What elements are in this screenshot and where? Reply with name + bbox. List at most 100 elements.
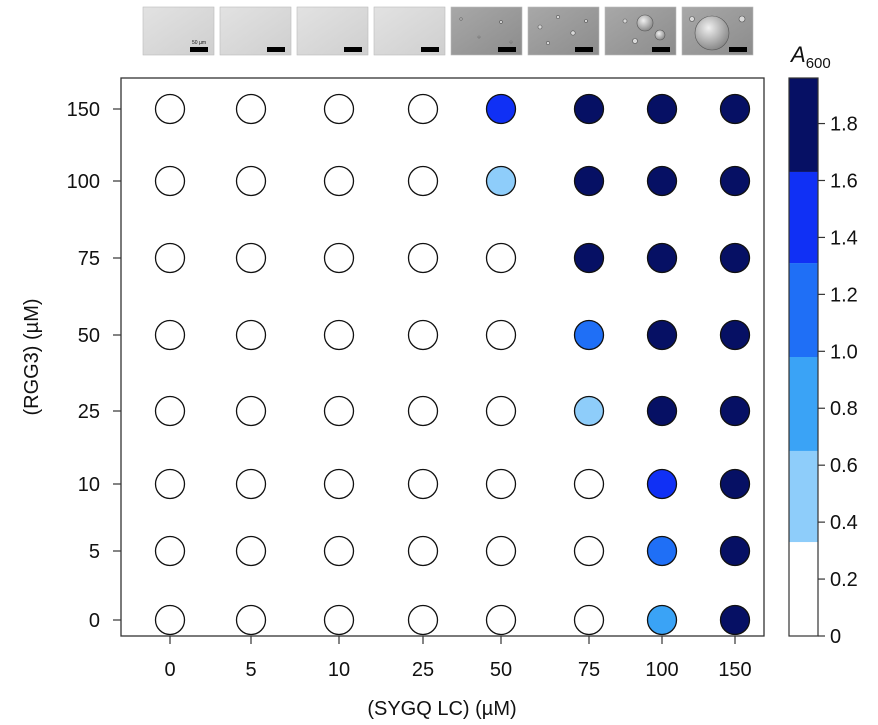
data-point [407,395,439,427]
data-point [719,93,751,125]
colorbar-band [789,78,818,172]
y-tick-label: 150 [67,99,100,121]
data-point [235,242,267,274]
x-tick-label: 0 [164,659,175,681]
x-tick-label: 100 [645,659,678,681]
data-point [407,468,439,500]
data-point [407,242,439,274]
data-point [573,242,605,274]
data-point [407,93,439,125]
colorbar-band [789,450,818,543]
scale-bar [575,47,593,52]
droplet [622,18,628,24]
data-point [407,165,439,197]
droplet [570,30,576,36]
data-point [323,468,355,500]
y-axis-label: (RGG3) (µM) [21,298,43,415]
data-point [323,604,355,636]
scale-bar [498,47,516,52]
data-point [719,242,751,274]
droplet [556,15,560,19]
micrograph-thumbnail: 50 µm [142,6,215,56]
data-point [485,468,517,500]
data-point [719,468,751,500]
data-point [485,395,517,427]
data-point [485,165,517,197]
x-axis: 0 5 10 25 50 75 100 150 [164,636,752,681]
data-point [646,165,678,197]
droplet [499,20,503,24]
colorbar-tick-label: 1.6 [830,170,858,192]
data-point [407,535,439,567]
colorbar-frame [788,77,819,637]
data-point [235,604,267,636]
data-point [646,535,678,567]
y-tick-label: 100 [67,171,100,193]
droplet [546,41,550,45]
colorbar-tick-label: 1.0 [830,341,858,363]
y-tick-label: 0 [89,610,100,632]
data-point [154,535,186,567]
droplet [632,38,638,44]
data-point [235,319,267,351]
data-point [407,319,439,351]
data-point [323,242,355,274]
y-tick-label: 5 [89,541,100,563]
y-tick-label: 50 [78,325,100,347]
colorbar-tick-label: 1.8 [830,114,858,136]
data-point [154,468,186,500]
data-point [235,395,267,427]
colorbar-tick-label: 1.2 [830,284,858,306]
x-tick-label: 10 [328,659,350,681]
micrograph-thumbnail [450,6,523,56]
data-point [485,604,517,636]
colorbar: 0 0.2 0.4 0.6 0.8 1.0 1.2 1.4 1.6 1.8 [788,77,858,648]
data-point [646,242,678,274]
data-point [154,165,186,197]
colorbar-title: A600 [789,42,831,72]
colorbar-tick-label: 0 [830,626,841,648]
data-point [154,319,186,351]
y-tick-label: 10 [78,474,100,496]
x-tick-label: 150 [718,659,751,681]
scale-bar [267,47,285,52]
data-point [154,93,186,125]
colorbar-title-main: A [789,42,806,67]
colorbar-band [789,171,818,264]
droplet [477,35,481,39]
scale-bar [652,47,670,52]
data-point [573,319,605,351]
scale-bar [190,47,208,52]
x-tick-label: 50 [490,659,512,681]
data-point [719,165,751,197]
data-point [154,242,186,274]
colorbar-tick-label: 0.4 [830,512,858,534]
micrograph-thumbnail [296,6,369,56]
data-point [646,319,678,351]
droplet [689,16,695,22]
scale-bar [421,47,439,52]
colorbar-band [789,263,818,357]
plot-frame [120,77,765,637]
data-point [323,165,355,197]
data-point [323,319,355,351]
data-point [323,535,355,567]
data-point [235,93,267,125]
micrograph-thumbnail [681,6,754,56]
droplet [584,19,588,23]
colorbar-band [789,542,818,636]
data-point [573,535,605,567]
colorbar-tick-label: 0.2 [830,569,858,591]
droplet [509,40,513,44]
data-point [573,395,605,427]
micrograph-strip: 50 µm [142,6,754,56]
micrograph-thumbnail [219,6,292,56]
x-tick-label: 75 [578,659,600,681]
droplet [636,14,654,32]
data-point [573,604,605,636]
x-tick-label: 5 [245,659,256,681]
data-point [485,319,517,351]
y-tick-label: 75 [78,248,100,270]
micrograph-thumbnail [604,6,677,56]
data-points [154,93,751,636]
